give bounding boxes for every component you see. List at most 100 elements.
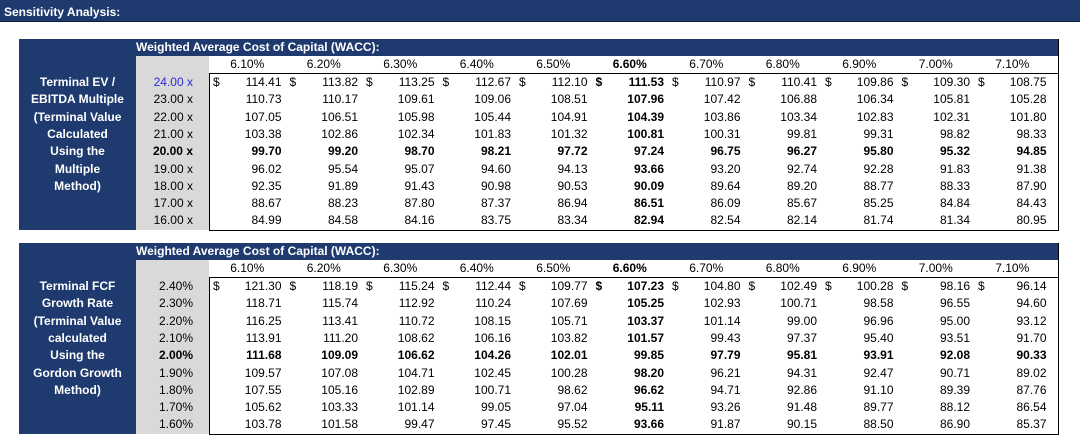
value-cell[interactable]: 110.24 — [475, 296, 511, 311]
value-cell[interactable]: 94.60 — [480, 161, 511, 176]
value-cell[interactable]: 116.25 — [245, 313, 282, 328]
value-cell[interactable]: 109.57 — [244, 365, 282, 380]
value-cell[interactable]: 85.37 — [1016, 417, 1047, 432]
value-cell[interactable]: 107.05 — [244, 109, 282, 124]
value-cell[interactable]: 95.80 — [863, 144, 894, 159]
value-cell[interactable]: 92.28 — [863, 161, 894, 176]
value-cell[interactable]: 92.35 — [251, 178, 282, 193]
value-cell[interactable]: 108.15 — [474, 313, 511, 328]
value-cell[interactable]: 96.55 — [939, 296, 970, 311]
value-cell[interactable]: 99.20 — [327, 144, 358, 159]
value-cell[interactable]: 98.70 — [404, 144, 435, 159]
value-cell[interactable]: 84.16 — [404, 213, 435, 228]
value-cell[interactable]: 99.43 — [710, 330, 741, 345]
value-cell[interactable]: 89.77 — [863, 400, 894, 415]
value-cell[interactable]: 99.31 — [863, 126, 894, 141]
value-cell[interactable]: 85.25 — [863, 196, 894, 211]
value-cell[interactable]: 86.94 — [557, 196, 588, 211]
value-cell[interactable]: 102.34 — [397, 126, 435, 141]
value-cell[interactable]: 104.91 — [550, 109, 588, 124]
value-cell[interactable]: 107.55 — [244, 382, 282, 397]
value-cell[interactable]: 105.44 — [474, 109, 511, 124]
value-cell[interactable]: 82.94 — [633, 213, 664, 228]
value-cell[interactable]: 105.98 — [397, 109, 435, 124]
value-cell[interactable]: 106.88 — [780, 92, 817, 107]
value-cell[interactable]: 105.71 — [550, 313, 588, 328]
value-cell[interactable]: 100.28 — [550, 365, 588, 380]
value-cell[interactable]: 90.98 — [480, 178, 511, 193]
value-cell[interactable]: 106.34 — [856, 92, 894, 107]
value-cell[interactable]: 91.87 — [710, 417, 741, 432]
value-cell[interactable]: 80.95 — [1016, 213, 1047, 228]
value-cell[interactable]: 93.12 — [1016, 313, 1047, 328]
value-cell[interactable]: 105.81 — [933, 92, 970, 107]
value-cell[interactable]: 98.21 — [480, 144, 511, 159]
value-cell[interactable]: 90.09 — [633, 178, 664, 193]
value-cell[interactable]: 91.38 — [1016, 161, 1047, 176]
value-cell[interactable]: 101.32 — [550, 126, 588, 141]
value-cell[interactable]: 92.74 — [786, 161, 817, 176]
value-cell[interactable]: 108.62 — [397, 330, 435, 345]
value-cell[interactable]: 88.77 — [863, 178, 894, 193]
value-cell[interactable]: 110.97 — [704, 75, 741, 89]
value-cell[interactable]: 85.67 — [786, 196, 817, 211]
value-cell[interactable]: 106.16 — [474, 330, 511, 345]
value-cell[interactable]: 100.31 — [703, 126, 741, 141]
value-cell[interactable]: 86.90 — [939, 417, 970, 432]
value-cell[interactable]: 88.12 — [939, 400, 970, 415]
value-cell[interactable]: 108.51 — [550, 92, 588, 107]
value-cell[interactable]: 94.13 — [557, 161, 588, 176]
value-cell[interactable]: 95.81 — [786, 348, 817, 363]
value-cell[interactable]: 110.72 — [398, 313, 435, 328]
value-cell[interactable]: 90.33 — [1016, 348, 1047, 363]
value-cell[interactable]: 98.62 — [557, 382, 588, 397]
value-cell[interactable]: 92.47 — [863, 365, 894, 380]
value-cell[interactable]: 88.23 — [327, 196, 358, 211]
value-cell[interactable]: 89.39 — [939, 382, 970, 397]
value-cell[interactable]: 87.80 — [404, 196, 435, 211]
value-cell[interactable]: 84.43 — [1016, 196, 1047, 211]
value-cell[interactable]: 118.71 — [245, 296, 282, 311]
value-cell[interactable]: 118.19 — [322, 279, 358, 293]
value-cell[interactable]: 101.58 — [321, 417, 358, 432]
value-cell[interactable]: 98.58 — [863, 296, 894, 311]
value-cell[interactable]: 101.83 — [474, 126, 511, 141]
value-cell[interactable]: 107.08 — [321, 365, 358, 380]
value-cell[interactable]: 92.08 — [939, 348, 970, 363]
value-cell[interactable]: 107.42 — [703, 92, 741, 107]
value-cell[interactable]: 106.51 — [321, 109, 358, 124]
value-cell[interactable]: 87.37 — [480, 196, 511, 211]
value-cell[interactable]: 103.37 — [627, 313, 664, 328]
value-cell[interactable]: 97.24 — [633, 144, 664, 159]
value-cell[interactable]: 97.79 — [710, 348, 741, 363]
value-cell[interactable]: 91.10 — [863, 382, 894, 397]
value-cell[interactable]: 113.25 — [398, 75, 435, 89]
value-cell[interactable]: 109.86 — [856, 75, 894, 89]
value-cell[interactable]: 97.37 — [786, 330, 817, 345]
value-cell[interactable]: 93.66 — [633, 161, 664, 176]
value-cell[interactable]: 103.86 — [703, 109, 741, 124]
value-cell[interactable]: 96.27 — [786, 144, 817, 159]
value-cell[interactable]: 101.14 — [703, 313, 741, 328]
value-cell[interactable]: 93.20 — [710, 161, 741, 176]
value-cell[interactable]: 97.04 — [557, 400, 588, 415]
value-cell[interactable]: 99.70 — [251, 144, 282, 159]
value-cell[interactable]: 112.10 — [551, 75, 588, 89]
value-cell[interactable]: 112.44 — [475, 279, 511, 293]
value-cell[interactable]: 101.14 — [397, 400, 435, 415]
value-cell[interactable]: 103.38 — [244, 126, 282, 141]
value-cell[interactable]: 110.41 — [781, 75, 817, 89]
value-cell[interactable]: 112.67 — [475, 75, 511, 89]
value-cell[interactable]: 86.09 — [710, 196, 741, 211]
value-cell[interactable]: 82.14 — [786, 213, 817, 228]
value-cell[interactable]: 92.86 — [786, 382, 817, 397]
value-cell[interactable]: 101.57 — [627, 330, 664, 345]
value-cell[interactable]: 102.89 — [397, 382, 435, 397]
value-cell[interactable]: 84.58 — [327, 213, 358, 228]
value-cell[interactable]: 83.75 — [480, 213, 511, 228]
value-cell[interactable]: 88.33 — [939, 178, 970, 193]
value-cell[interactable]: 95.32 — [939, 144, 970, 159]
value-cell[interactable]: 84.84 — [939, 196, 970, 211]
value-cell[interactable]: 100.81 — [627, 126, 664, 141]
value-cell[interactable]: 109.61 — [397, 92, 435, 107]
